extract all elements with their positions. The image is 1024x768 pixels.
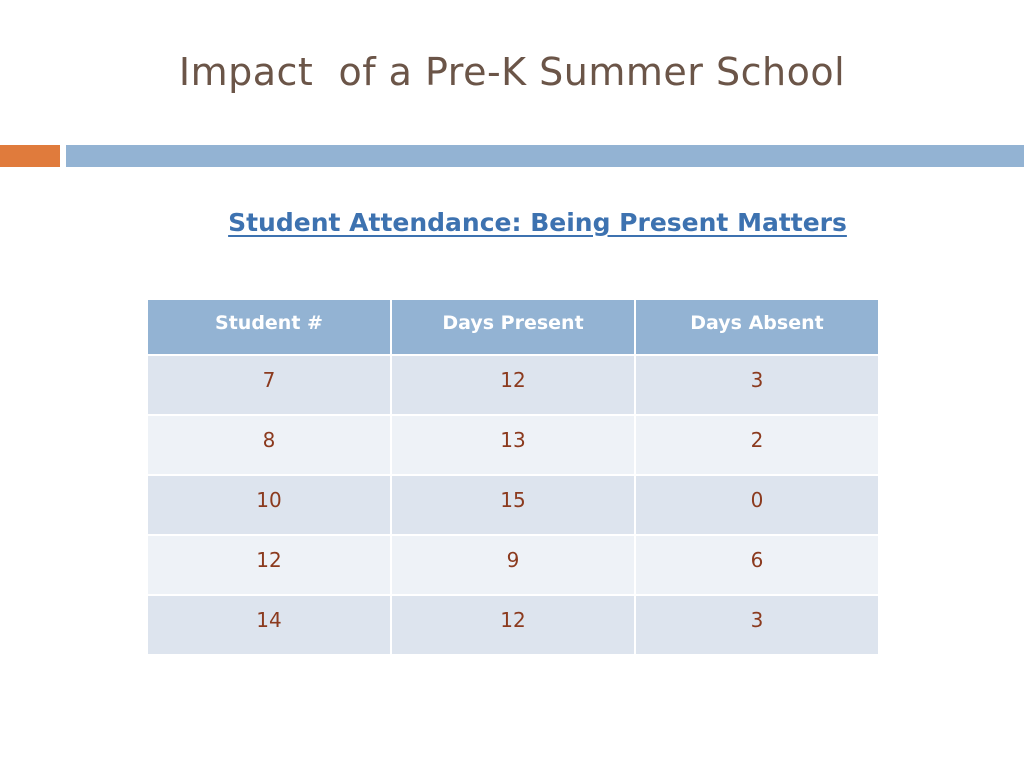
slide-subtitle: Student Attendance: Being Present Matter… [228, 208, 847, 237]
cell-student-number: 10 [146, 474, 392, 536]
cell-days-absent: 0 [634, 474, 880, 536]
cell-days-present: 15 [390, 474, 636, 536]
slide-title: Impact of a Pre-K Summer School [178, 50, 846, 94]
cell-days-present: 12 [390, 594, 636, 656]
attendance-table: Student # Days Present Days Absent 7 12 … [146, 298, 880, 656]
cell-days-absent: 3 [634, 354, 880, 416]
cell-days-absent: 3 [634, 594, 880, 656]
header-days-present: Days Present [390, 298, 636, 356]
cell-student-number: 8 [146, 414, 392, 476]
header-student-number: Student # [146, 298, 392, 356]
table-row: 10 15 0 [146, 474, 880, 536]
cell-student-number: 12 [146, 534, 392, 596]
cell-days-present: 13 [390, 414, 636, 476]
accent-bar-orange [0, 145, 60, 167]
header-days-absent: Days Absent [634, 298, 880, 356]
accent-bar-blue [66, 145, 1024, 167]
table-row: 12 9 6 [146, 534, 880, 596]
table-row: 14 12 3 [146, 594, 880, 656]
cell-days-present: 9 [390, 534, 636, 596]
cell-student-number: 7 [146, 354, 392, 416]
table-header-row: Student # Days Present Days Absent [146, 298, 880, 356]
cell-days-present: 12 [390, 354, 636, 416]
cell-student-number: 14 [146, 594, 392, 656]
table-row: 7 12 3 [146, 354, 880, 416]
cell-days-absent: 6 [634, 534, 880, 596]
cell-days-absent: 2 [634, 414, 880, 476]
table-row: 8 13 2 [146, 414, 880, 476]
